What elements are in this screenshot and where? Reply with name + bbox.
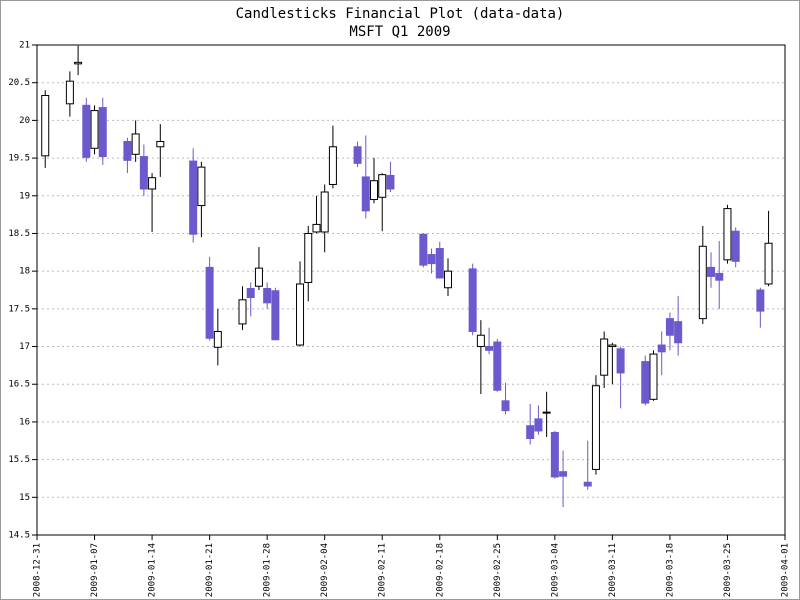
x-tick-label: 2009-02-25 bbox=[493, 543, 503, 597]
y-tick-label: 21 bbox=[19, 41, 30, 51]
candle-body bbox=[131, 133, 140, 155]
candle-body bbox=[41, 95, 50, 157]
candle-body bbox=[156, 140, 165, 148]
y-tick-label: 20 bbox=[19, 116, 30, 126]
candle-body bbox=[468, 268, 477, 332]
candle-body bbox=[254, 267, 263, 287]
x-tick-label: 2009-01-21 bbox=[205, 543, 215, 597]
x-tick-label: 2009-02-04 bbox=[320, 543, 330, 597]
candle-body bbox=[665, 318, 674, 336]
candle-body bbox=[378, 174, 387, 198]
y-tick-label: 16.5 bbox=[8, 380, 30, 390]
candle-body bbox=[600, 338, 609, 376]
chart-title: Candlesticks Financial Plot (data-data) bbox=[236, 6, 565, 22]
candle-body bbox=[271, 290, 280, 341]
candle-body bbox=[189, 160, 198, 235]
plot-area bbox=[37, 45, 785, 535]
candle-body bbox=[550, 431, 559, 478]
x-tick-label: 2008-12-31 bbox=[33, 543, 43, 597]
candle-body bbox=[361, 176, 370, 212]
candle-body bbox=[715, 272, 724, 281]
candle-body bbox=[320, 191, 329, 233]
candle-body bbox=[526, 425, 535, 440]
candle-body bbox=[534, 418, 543, 432]
candle-body bbox=[616, 348, 625, 374]
candle-body bbox=[756, 289, 765, 312]
chart-subtitle: MSFT Q1 2009 bbox=[349, 24, 450, 40]
y-tick-label: 15 bbox=[19, 493, 30, 503]
candle-body bbox=[764, 242, 773, 285]
candle-body bbox=[674, 321, 683, 344]
candle-body bbox=[501, 400, 510, 412]
y-tick-label: 20.5 bbox=[8, 78, 30, 88]
x-tick-label: 2009-03-25 bbox=[723, 543, 733, 597]
candle-body bbox=[213, 330, 222, 348]
y-tick-label: 16 bbox=[19, 417, 30, 427]
candle-body bbox=[608, 344, 617, 348]
candle-body bbox=[246, 287, 255, 299]
candle-body bbox=[123, 140, 132, 161]
candle-body bbox=[74, 61, 83, 65]
candle-body bbox=[698, 245, 707, 320]
candle-body bbox=[148, 177, 157, 190]
candle-body bbox=[98, 107, 107, 158]
candle-body bbox=[723, 208, 732, 261]
y-tick-label: 15.5 bbox=[8, 455, 30, 465]
x-tick-label: 2009-01-14 bbox=[148, 543, 158, 597]
y-tick-label: 17 bbox=[19, 342, 30, 352]
candle-body bbox=[476, 334, 485, 348]
candle-body bbox=[435, 248, 444, 279]
candle-body bbox=[707, 266, 716, 277]
candle-body bbox=[427, 254, 436, 265]
candle-body bbox=[353, 146, 362, 164]
candle-body bbox=[328, 146, 337, 185]
candle-body bbox=[296, 283, 305, 346]
candle-body bbox=[649, 353, 658, 400]
candle-body bbox=[485, 346, 494, 351]
candle-body bbox=[197, 166, 206, 207]
candle-body bbox=[443, 270, 452, 289]
x-tick-label: 2009-03-18 bbox=[665, 543, 675, 597]
candle-body bbox=[542, 411, 551, 414]
candle-body bbox=[65, 80, 74, 105]
candle-body bbox=[370, 180, 379, 201]
candle-body bbox=[90, 110, 99, 149]
x-tick-label: 2009-01-07 bbox=[90, 543, 100, 597]
y-tick-label: 14.5 bbox=[8, 531, 30, 541]
plot-border bbox=[36, 44, 786, 536]
x-tick-label: 2009-03-11 bbox=[608, 543, 618, 597]
candle-body bbox=[82, 104, 91, 158]
y-tick-label: 18 bbox=[19, 267, 30, 277]
x-tick-label: 2009-02-11 bbox=[378, 543, 388, 597]
candle-body bbox=[419, 233, 428, 266]
candle-body bbox=[641, 361, 650, 404]
candle-body bbox=[139, 156, 148, 190]
candle-body bbox=[731, 230, 740, 262]
x-tick-label: 2009-01-28 bbox=[263, 543, 273, 597]
candle-body bbox=[559, 471, 568, 477]
candle-body bbox=[304, 232, 313, 283]
y-tick-label: 18.5 bbox=[8, 229, 30, 239]
candle-body bbox=[312, 223, 321, 233]
y-tick-label: 17.5 bbox=[8, 304, 30, 314]
candle-body bbox=[493, 341, 502, 391]
candle-body bbox=[238, 299, 247, 325]
candle-body bbox=[386, 174, 395, 190]
x-tick-label: 2009-02-18 bbox=[435, 543, 445, 597]
y-tick-label: 19 bbox=[19, 191, 30, 201]
candle-body bbox=[205, 266, 214, 339]
candle-body bbox=[263, 287, 272, 304]
candle-body bbox=[657, 344, 666, 353]
x-tick-label: 2009-03-04 bbox=[550, 543, 560, 597]
y-tick-label: 19.5 bbox=[8, 154, 30, 164]
candle-body bbox=[583, 481, 592, 487]
candle-body bbox=[591, 385, 600, 470]
x-tick-label: 2009-04-01 bbox=[781, 543, 791, 597]
